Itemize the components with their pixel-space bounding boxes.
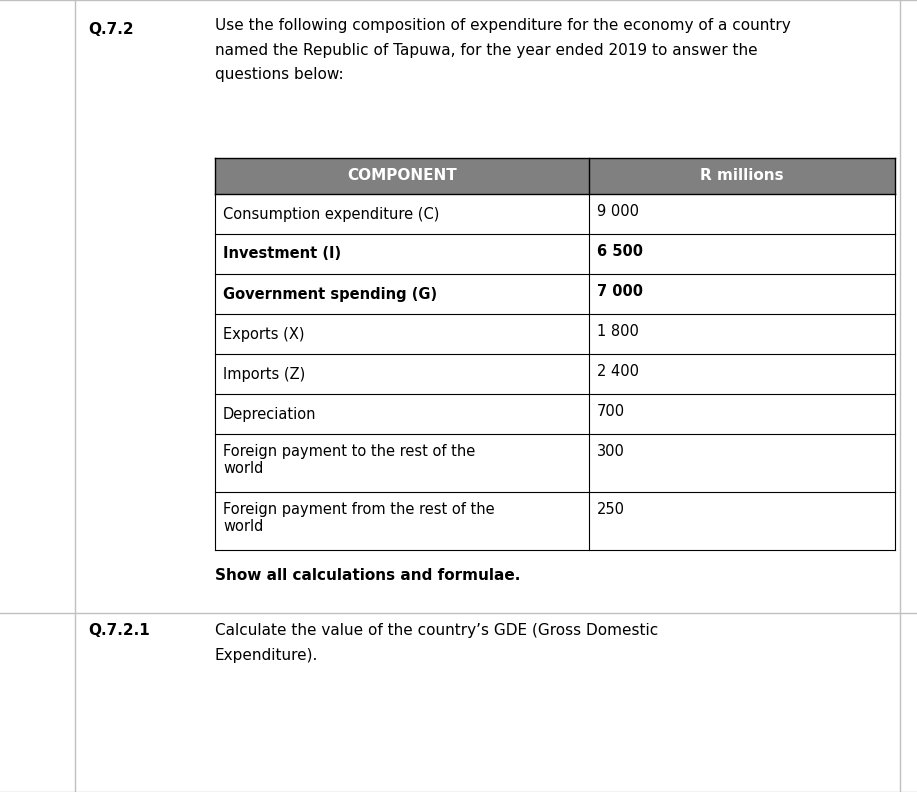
Text: R millions: R millions — [701, 169, 784, 184]
Text: 7 000: 7 000 — [597, 284, 643, 299]
Text: COMPONENT: COMPONENT — [348, 169, 457, 184]
Bar — [215, 492, 895, 550]
Text: 700: 700 — [597, 404, 625, 419]
Bar — [215, 234, 895, 274]
Text: Q.7.2.1: Q.7.2.1 — [88, 623, 149, 638]
Bar — [215, 394, 895, 434]
Text: 250: 250 — [597, 502, 625, 517]
Text: Calculate the value of the country’s GDE (Gross Domestic
Expenditure).: Calculate the value of the country’s GDE… — [215, 623, 658, 663]
Text: Exports (X): Exports (X) — [223, 326, 304, 341]
Text: world: world — [223, 461, 263, 476]
Text: Foreign payment to the rest of the: Foreign payment to the rest of the — [223, 444, 475, 459]
Text: Government spending (G): Government spending (G) — [223, 287, 437, 302]
Bar — [215, 194, 895, 234]
Bar — [215, 314, 895, 354]
Text: Use the following composition of expenditure for the economy of a country
named : Use the following composition of expendi… — [215, 18, 790, 82]
Text: Depreciation: Depreciation — [223, 406, 316, 421]
Bar — [215, 434, 895, 492]
Text: Consumption expenditure (C): Consumption expenditure (C) — [223, 207, 439, 222]
Bar — [215, 274, 895, 314]
Text: Q.7.2: Q.7.2 — [88, 22, 134, 37]
Text: Show all calculations and formulae.: Show all calculations and formulae. — [215, 568, 520, 583]
Text: 2 400: 2 400 — [597, 364, 639, 379]
Bar — [215, 158, 895, 194]
Text: Investment (I): Investment (I) — [223, 246, 341, 261]
Text: 1 800: 1 800 — [597, 324, 639, 339]
Bar — [215, 354, 895, 394]
Text: 6 500: 6 500 — [597, 244, 643, 259]
Text: Foreign payment from the rest of the: Foreign payment from the rest of the — [223, 502, 494, 517]
Text: world: world — [223, 519, 263, 534]
Text: Imports (Z): Imports (Z) — [223, 367, 305, 382]
Text: 300: 300 — [597, 444, 624, 459]
Text: 9 000: 9 000 — [597, 204, 639, 219]
